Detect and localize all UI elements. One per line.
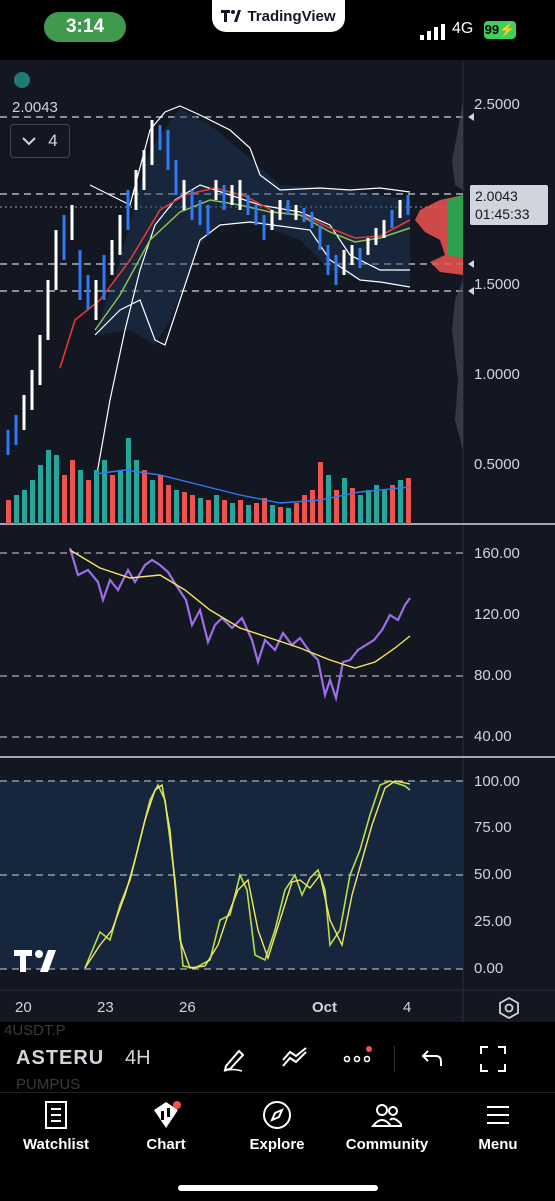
rsi-axis-label: 160.00 [474,545,520,562]
stoch-axis-label: 100.00 [474,773,520,790]
volume-profile-lower [452,280,463,450]
battery-indicator: 99⚡ [484,21,516,39]
line-tool-icon[interactable] [280,1044,310,1074]
stoch-axis-label: 25.00 [474,913,512,930]
tab-community[interactable]: Community [337,1100,437,1153]
stoch-axis-label: 0.00 [474,960,504,977]
tab-label: Menu [478,1136,518,1153]
tab-label: Community [345,1136,429,1153]
volume-profile-upper [452,100,463,190]
tab-explore[interactable]: Explore [227,1100,327,1153]
rsi-axis-label: 80.00 [474,667,512,684]
symbol-scroll-item[interactable]: PUMPUS [16,1076,81,1093]
app-pill-label: TradingView [247,7,336,25]
rsi-axis-label: 40.00 [474,728,512,745]
fullscreen-icon[interactable] [478,1044,508,1074]
rsi-ma-line [69,549,411,669]
price-axis-label: 0.5000 [474,456,520,473]
menu-icon [487,1106,509,1124]
rsi-line [68,547,411,703]
bollinger-lower-2 [94,221,411,346]
level-marker-2 [468,260,474,268]
battery-level: 99 [484,22,500,37]
stoch-axis-label: 50.00 [474,866,512,883]
pen-icon[interactable] [220,1044,250,1074]
undo-icon[interactable] [416,1044,446,1074]
current-price-tag: 2.0043 01:45:33 [470,185,548,225]
chart-toolbar [0,1022,555,1092]
toolbar-divider [394,1046,395,1072]
watchlist-icon [45,1101,67,1129]
time-axis-label: Oct [312,999,338,1016]
rsi-axis-label: 120.00 [474,606,520,623]
rsi-levels [0,552,463,738]
stoch-d [84,780,411,969]
tab-bar [0,1092,555,1201]
tab-label: Explore [249,1136,305,1153]
symbol-selector[interactable]: ASTERU [16,1047,105,1069]
home-indicator[interactable] [178,1185,378,1191]
time-axis-label: 23 [97,999,114,1016]
candles [6,120,410,455]
tab-label: Watchlist [22,1136,90,1153]
status-time: 3:14 [44,12,126,42]
tab-chart[interactable]: Chart [116,1100,216,1153]
signal-icon [420,24,445,40]
tradingview-watermark-icon[interactable] [14,948,58,974]
price-axis-label: 2.5000 [474,96,520,113]
time-axis-label: 26 [179,999,196,1016]
legend-price: 2.0043 [12,99,58,116]
symbol-scroll-item[interactable]: 4USDT.P [4,1022,66,1039]
level-marker-3 [468,287,474,295]
chart-settings-icon[interactable] [497,996,521,1020]
tradingview-logo-icon [221,10,242,22]
stoch-levels [0,780,463,970]
market-status-icon[interactable] [14,72,30,88]
app-indicator-pill[interactable]: TradingView [212,0,345,32]
tab-watchlist[interactable]: Watchlist [6,1100,106,1153]
chart-icon [154,1101,181,1128]
network-type: 4G [452,20,474,37]
current-price-value: 2.0043 [475,188,518,204]
indicators-collapse-button[interactable]: 4 [10,124,70,158]
compass-icon [263,1101,291,1129]
stoch-axis-label: 75.00 [474,819,512,836]
volume-ma [94,469,411,504]
tab-menu[interactable]: Menu [448,1100,548,1153]
indicator-count: 4 [48,131,58,150]
interval-selector[interactable]: 4H [125,1047,151,1069]
chart-svg[interactable] [0,60,555,1022]
time-axis-label: 20 [15,999,32,1016]
volume-bars [6,438,411,524]
chart-canvas[interactable]: 2.5000 1.5000 1.0000 0.5000 160.00 120.0… [0,60,555,1022]
time-axis-label: 4 [403,999,412,1016]
level-marker-1 [468,113,474,121]
community-icon [371,1104,402,1127]
candle-countdown: 01:45:33 [475,206,530,222]
tab-label: Chart [146,1136,186,1153]
bollinger-fill [95,108,410,345]
price-axis-label: 1.5000 [474,276,520,293]
volume-profile-buy [447,195,463,258]
more-icon[interactable] [342,1044,372,1074]
chevron-down-icon [22,136,36,145]
price-axis-label: 1.0000 [474,366,520,383]
